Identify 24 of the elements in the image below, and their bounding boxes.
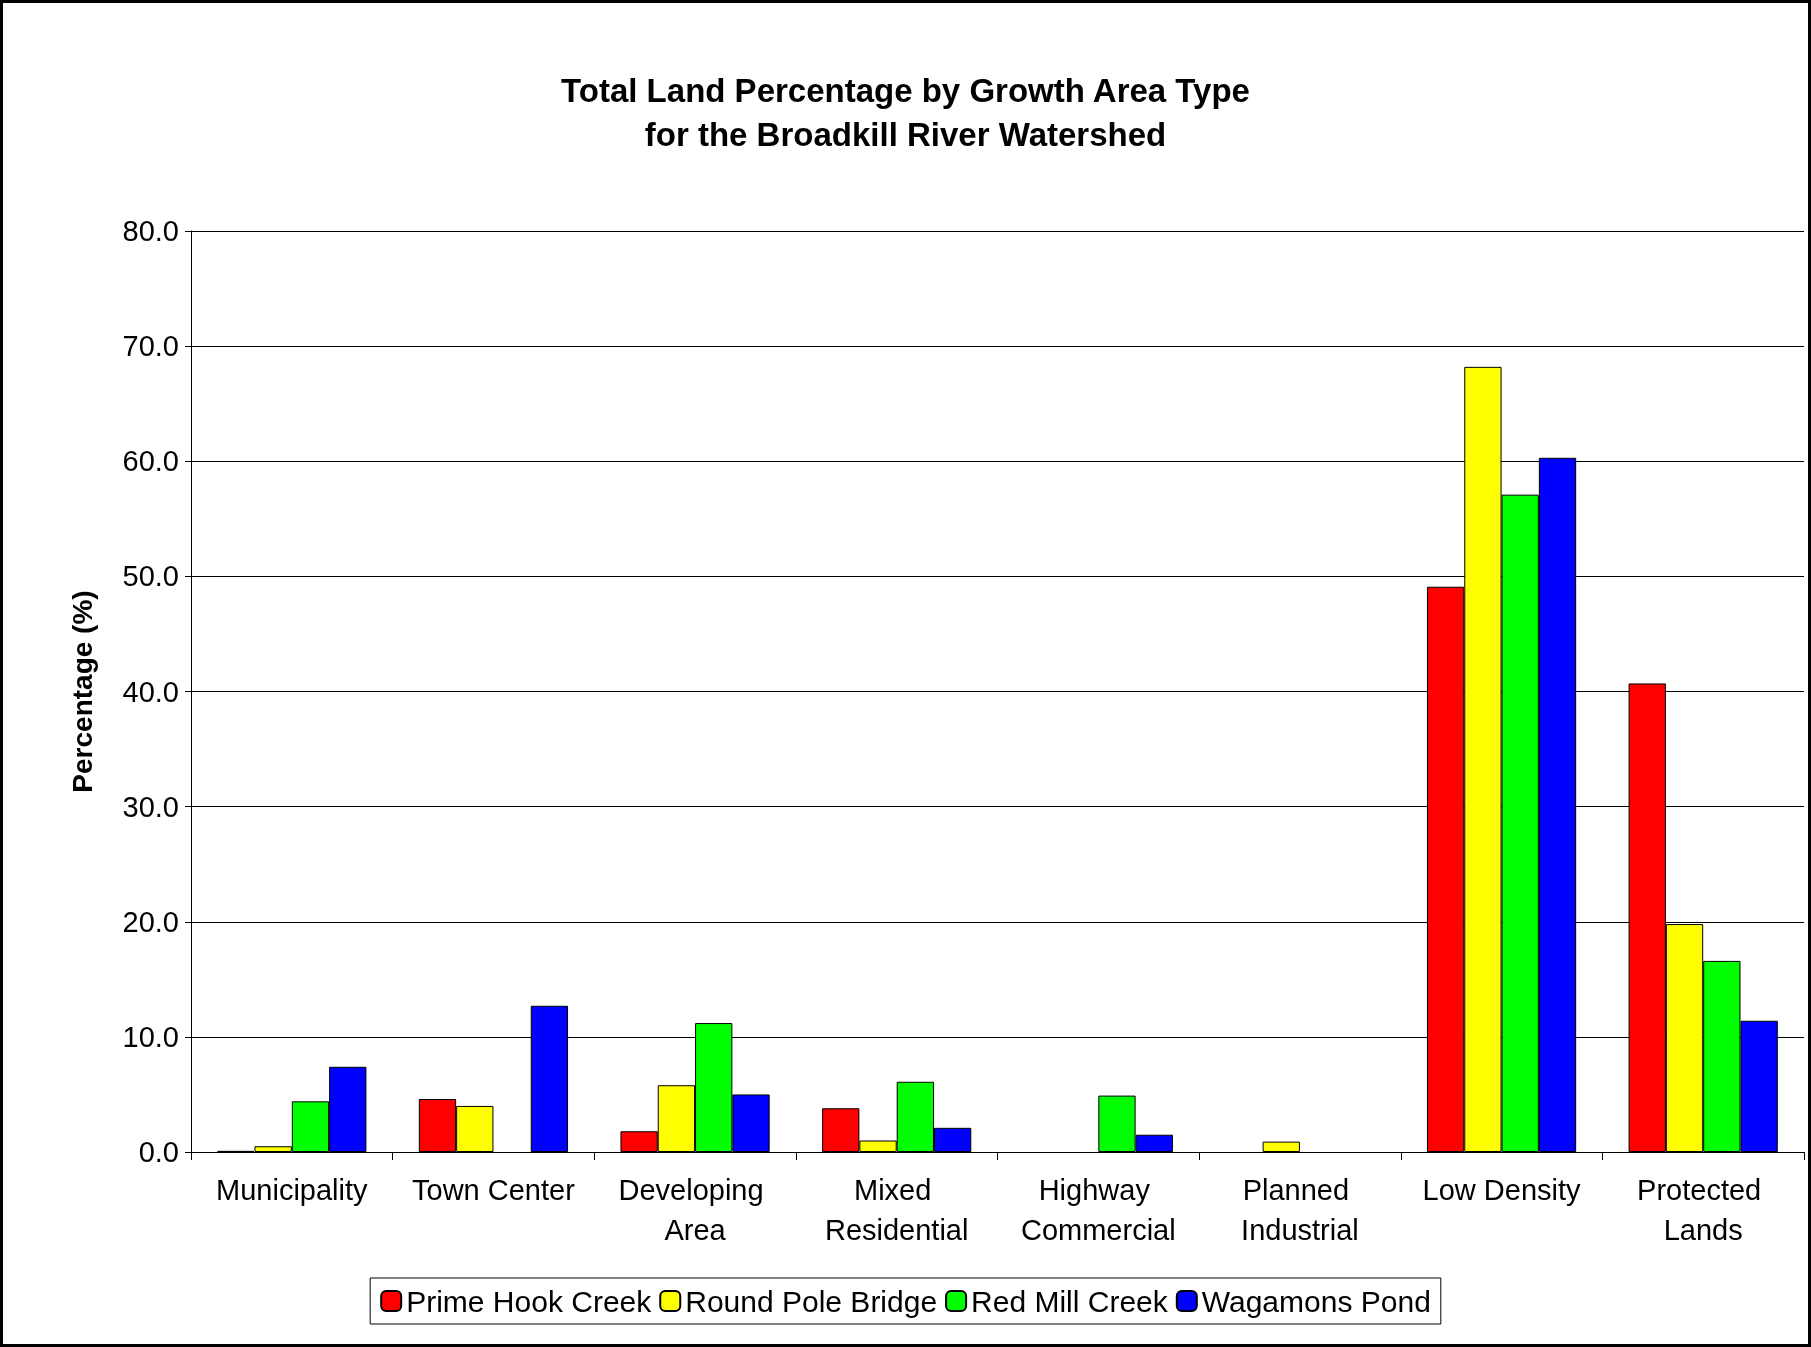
- x-tick-label: Planned Industrial: [1241, 1174, 1359, 1246]
- x-tick-label: Developing Area: [618, 1174, 772, 1246]
- y-tick-label: 30.0: [122, 790, 179, 823]
- y-tick-label: 60.0: [122, 445, 179, 478]
- chart-title: Total Land Percentage by Growth Area Type for the Broadkill River Watershed: [561, 71, 1250, 153]
- y-tick-label: 0.0: [138, 1136, 179, 1168]
- y-tick-label: 80.0: [122, 215, 179, 247]
- x-tick-label: Town Center: [412, 1174, 576, 1206]
- y-tick-label: 20.0: [122, 905, 179, 938]
- legend-label: Red Mill Creek: [971, 1284, 1169, 1318]
- legend-label: Prime Hook Creek: [406, 1284, 653, 1318]
- y-tick-label: 70.0: [122, 330, 179, 363]
- x-tick-label: Protected Lands: [1637, 1174, 1770, 1246]
- y-axis-title: Percentage (%): [66, 590, 98, 793]
- bar: [1262, 1141, 1300, 1152]
- y-tick-label: 40.0: [122, 675, 179, 708]
- x-tick-label: Highway Commercial: [1020, 1174, 1176, 1246]
- x-tick-label: Low Density: [1422, 1174, 1582, 1206]
- y-tick-label: 50.0: [122, 560, 179, 593]
- y-tick-label: 10.0: [122, 1020, 179, 1053]
- x-tick-label: Municipality: [216, 1174, 369, 1206]
- x-tick-label: Mixed Residential: [824, 1174, 969, 1246]
- legend-label: Wagamons Pond: [1201, 1284, 1431, 1318]
- legend-label: Round Pole Bridge: [685, 1284, 938, 1318]
